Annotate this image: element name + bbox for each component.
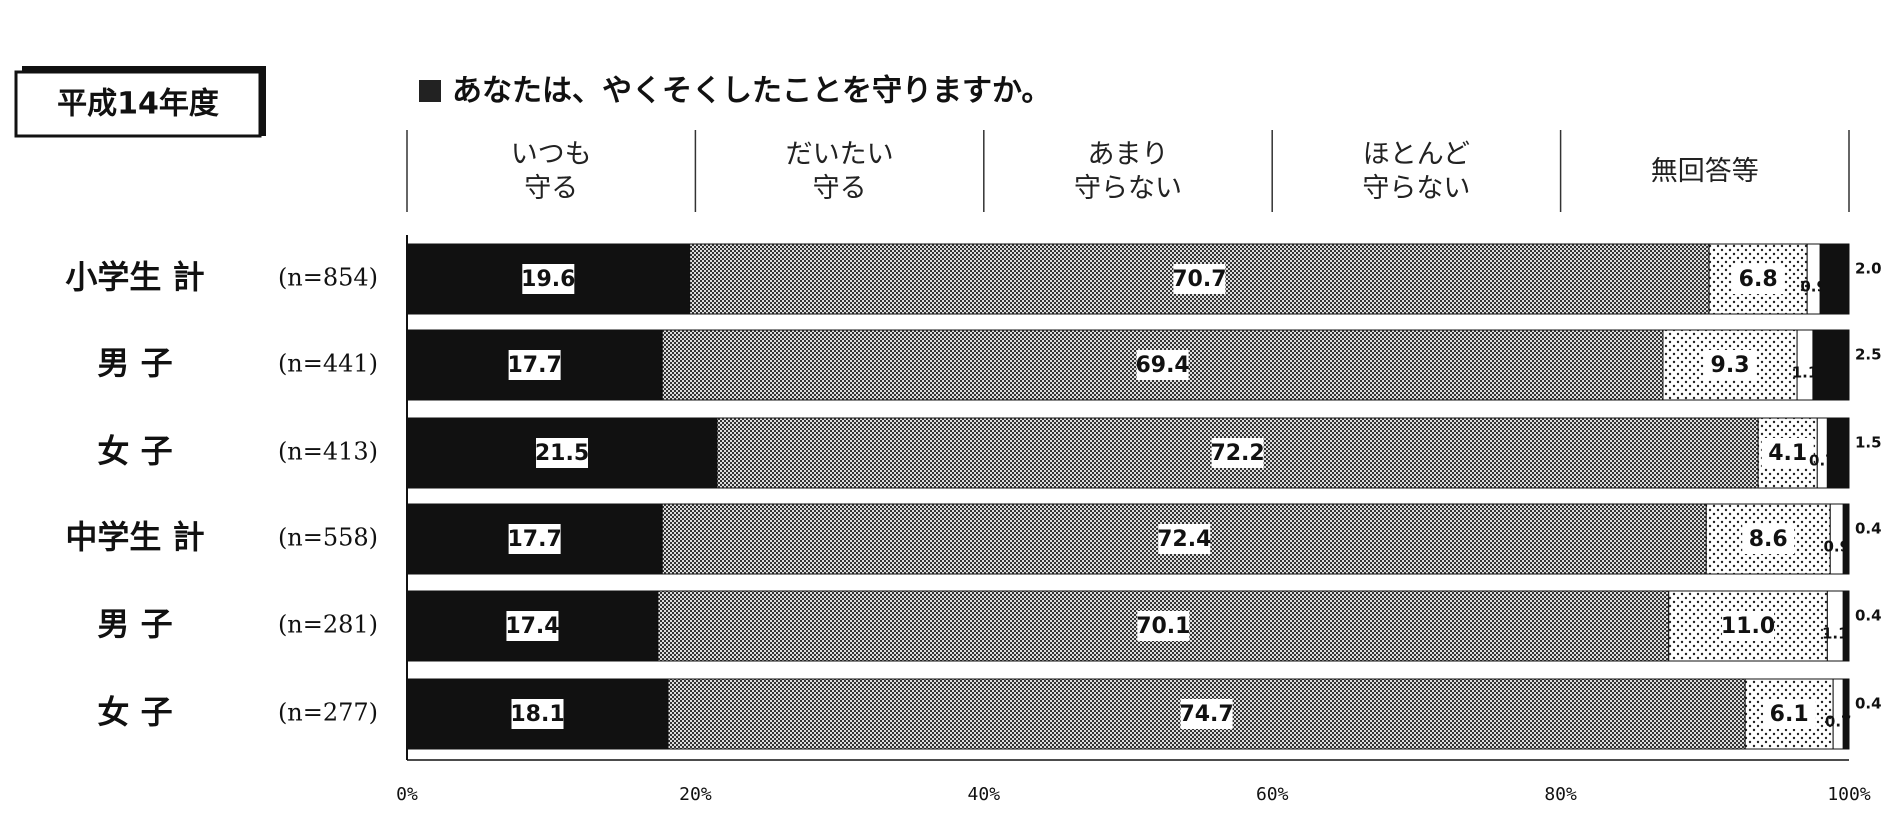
value-label: 19.6 <box>521 267 575 292</box>
n-label: (n=558) <box>278 524 378 552</box>
x-tick-label: 20% <box>679 784 712 805</box>
category-label: 男 子 <box>97 344 172 382</box>
value-label: 1.1 <box>1792 364 1819 382</box>
value-label-bg <box>1180 699 1233 729</box>
value-label-bg <box>1137 611 1190 641</box>
category-label: 男 子 <box>97 605 172 643</box>
value-label-bg <box>1732 264 1785 294</box>
value-label: 17.7 <box>507 527 561 552</box>
n-label: (n=281) <box>278 611 378 639</box>
n-label: (n=854) <box>278 264 378 292</box>
n-label: (n=441) <box>278 350 378 378</box>
category-label: 中学生 計 <box>65 518 204 556</box>
value-label: 70.1 <box>1136 614 1190 639</box>
value-label: 70.7 <box>1172 267 1226 292</box>
value-label: 21.5 <box>535 441 589 466</box>
category-label: 女 子 <box>97 693 172 731</box>
value-label-bg <box>1136 350 1189 380</box>
value-label: 2.0 <box>1855 260 1882 278</box>
value-label-bg <box>536 438 589 468</box>
value-label-bg <box>522 264 575 294</box>
bar-segment <box>1812 329 1850 401</box>
badge: 平成14年度 <box>57 87 219 122</box>
value-label: 6.8 <box>1739 267 1778 292</box>
bar-segment <box>1842 503 1850 575</box>
value-label: 18.1 <box>510 702 564 727</box>
value-label-bg <box>1761 438 1814 468</box>
chart-title: あなたは、やくそくしたことを守りますか。 <box>452 74 1051 109</box>
title-marker <box>419 80 441 102</box>
x-tick-label: 0% <box>396 784 418 805</box>
value-label: 1.5 <box>1855 434 1882 452</box>
value-label-bg <box>1158 524 1211 554</box>
category-label: 小学生 計 <box>65 258 204 296</box>
value-label-bg <box>1173 264 1226 294</box>
legend-label: ほとんど 守らない <box>1362 139 1471 204</box>
n-label: (n=413) <box>278 438 378 466</box>
value-label: 17.7 <box>507 353 561 378</box>
value-label: 1.1 <box>1822 625 1849 643</box>
x-tick-label: 40% <box>968 784 1001 805</box>
value-label: 11.0 <box>1721 614 1775 639</box>
value-label: 6.1 <box>1770 702 1809 727</box>
x-tick-label: 80% <box>1544 784 1577 805</box>
bar-segment <box>1826 417 1850 489</box>
value-label-bg <box>1211 438 1264 468</box>
legend-label: あまり 守らない <box>1074 139 1182 204</box>
value-label-bg <box>506 611 559 641</box>
value-label-bg <box>508 524 561 554</box>
value-label: 17.4 <box>505 614 559 639</box>
x-tick-label: 100% <box>1827 784 1871 805</box>
legend-label: だいたい 守る <box>785 139 894 204</box>
bar-segment <box>1842 590 1850 662</box>
value-label: 9.3 <box>1711 353 1750 378</box>
n-label: (n=277) <box>278 699 378 727</box>
value-label-bg <box>511 699 564 729</box>
value-label: 0.4 <box>1855 695 1882 713</box>
value-label: 0.4 <box>1855 607 1882 625</box>
value-label: 72.4 <box>1157 527 1211 552</box>
value-label-bg <box>1742 524 1795 554</box>
category-label: 女 子 <box>97 432 172 470</box>
bar-segment <box>1842 678 1850 750</box>
legend-label: 無回答等 <box>1650 156 1759 187</box>
x-tick-label: 60% <box>1256 784 1289 805</box>
value-label: 4.1 <box>1768 441 1807 466</box>
value-label: 8.6 <box>1749 527 1788 552</box>
value-label: 72.2 <box>1210 441 1264 466</box>
badge-box <box>14 70 262 138</box>
value-label-bg <box>1722 611 1775 641</box>
value-label-bg <box>508 350 561 380</box>
bar-segment <box>1819 243 1850 315</box>
value-label: 0.4 <box>1855 520 1882 538</box>
value-label-bg <box>1704 350 1757 380</box>
value-label: 69.4 <box>1135 353 1189 378</box>
value-label: 2.5 <box>1855 346 1882 364</box>
value-label: 74.7 <box>1179 702 1233 727</box>
value-label-bg <box>1763 699 1816 729</box>
legend-label: いつも 守る <box>510 139 592 204</box>
